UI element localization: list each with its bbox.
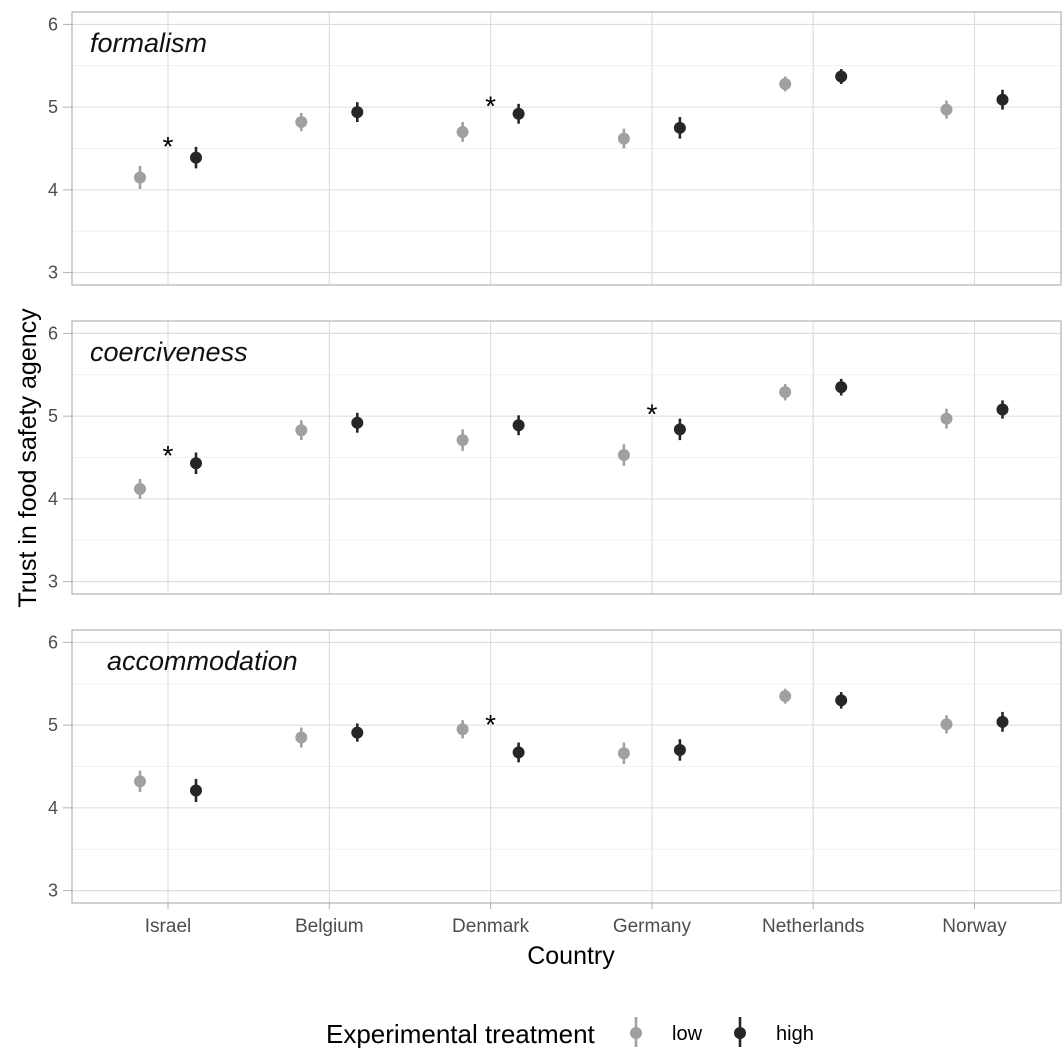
panel-border xyxy=(71,320,1062,595)
panel-border xyxy=(71,11,1062,286)
x-tick-label-israel: Israel xyxy=(145,916,191,937)
x-tick-label-denmark: Denmark xyxy=(452,916,530,937)
y-axis-title: Trust in food safety agency xyxy=(14,308,42,608)
legend-label-low: low xyxy=(672,1023,703,1045)
panel-accommodation: 3 4 5 6 accommodation * xyxy=(48,629,1062,904)
y-tick-label: 3 xyxy=(48,263,58,283)
x-tick-label-belgium: Belgium xyxy=(295,916,364,937)
point-high-belgium xyxy=(351,726,364,739)
panel-border xyxy=(71,629,1062,904)
point-low-denmark xyxy=(456,125,469,138)
point-low-denmark xyxy=(456,723,469,736)
point-low-germany xyxy=(617,132,630,145)
y-tick-label: 4 xyxy=(48,180,58,200)
x-tick-label-germany: Germany xyxy=(613,916,692,937)
point-low-germany xyxy=(617,747,630,760)
x-tick-label-netherlands: Netherlands xyxy=(762,916,864,937)
significance-star: * xyxy=(485,709,496,740)
point-high-israel xyxy=(190,784,202,797)
point-low-belgium xyxy=(295,424,308,437)
point-high-netherlands xyxy=(835,381,848,394)
point-low-norway xyxy=(940,412,953,425)
point-low-israel xyxy=(134,171,146,184)
point-low-netherlands xyxy=(779,386,792,399)
legend-label-high: high xyxy=(776,1023,814,1045)
panel-title: coerciveness xyxy=(90,337,248,367)
y-tick-label: 4 xyxy=(48,489,58,509)
point-low-norway xyxy=(940,103,953,116)
point-high-belgium xyxy=(351,106,364,119)
y-tick-label: 4 xyxy=(48,798,58,818)
point-low-belgium xyxy=(295,116,308,129)
significance-star: * xyxy=(646,399,657,430)
point-low-denmark xyxy=(456,434,469,447)
panel-title: formalism xyxy=(90,28,207,58)
panel-title: accommodation xyxy=(107,646,298,676)
point-high-germany xyxy=(673,743,686,756)
x-tick-label-norway: Norway xyxy=(942,916,1007,937)
y-tick-label: 5 xyxy=(48,97,58,117)
point-high-germany xyxy=(673,423,686,436)
legend-key-point-high xyxy=(734,1027,746,1039)
point-low-israel xyxy=(134,775,146,788)
y-tick-label: 3 xyxy=(48,881,58,901)
point-high-norway xyxy=(996,715,1009,728)
legend-key-point-low xyxy=(630,1027,642,1039)
y-tick-label: 3 xyxy=(48,572,58,592)
x-axis-title: Country xyxy=(527,942,615,970)
point-low-israel xyxy=(134,482,146,495)
point-high-netherlands xyxy=(835,70,848,83)
legend: Experimental treatment low high xyxy=(326,1017,814,1048)
point-low-norway xyxy=(940,718,953,731)
point-high-israel xyxy=(190,457,202,470)
significance-star: * xyxy=(485,90,496,121)
point-high-norway xyxy=(996,403,1009,416)
point-high-germany xyxy=(673,121,686,134)
point-high-israel xyxy=(190,151,202,164)
significance-star: * xyxy=(163,440,174,471)
significance-star: * xyxy=(163,131,174,162)
point-low-belgium xyxy=(295,731,308,744)
point-high-norway xyxy=(996,93,1009,106)
point-high-belgium xyxy=(351,416,364,429)
y-tick-label: 6 xyxy=(48,323,58,343)
panel-coerciveness: 3 4 5 6 coerciveness * * xyxy=(48,320,1062,595)
point-low-netherlands xyxy=(779,77,792,90)
point-high-denmark xyxy=(512,107,525,120)
y-tick-label: 6 xyxy=(48,632,58,652)
point-high-denmark xyxy=(512,419,525,432)
point-high-denmark xyxy=(512,746,525,759)
y-tick-label: 6 xyxy=(48,14,58,34)
panel-formalism: 3 4 5 6 formalism * * xyxy=(48,11,1062,286)
legend-title: Experimental treatment xyxy=(326,1019,596,1048)
point-low-germany xyxy=(617,449,630,462)
y-tick-label: 5 xyxy=(48,406,58,426)
point-high-netherlands xyxy=(835,694,848,707)
y-tick-label: 5 xyxy=(48,715,58,735)
point-low-netherlands xyxy=(779,690,792,703)
